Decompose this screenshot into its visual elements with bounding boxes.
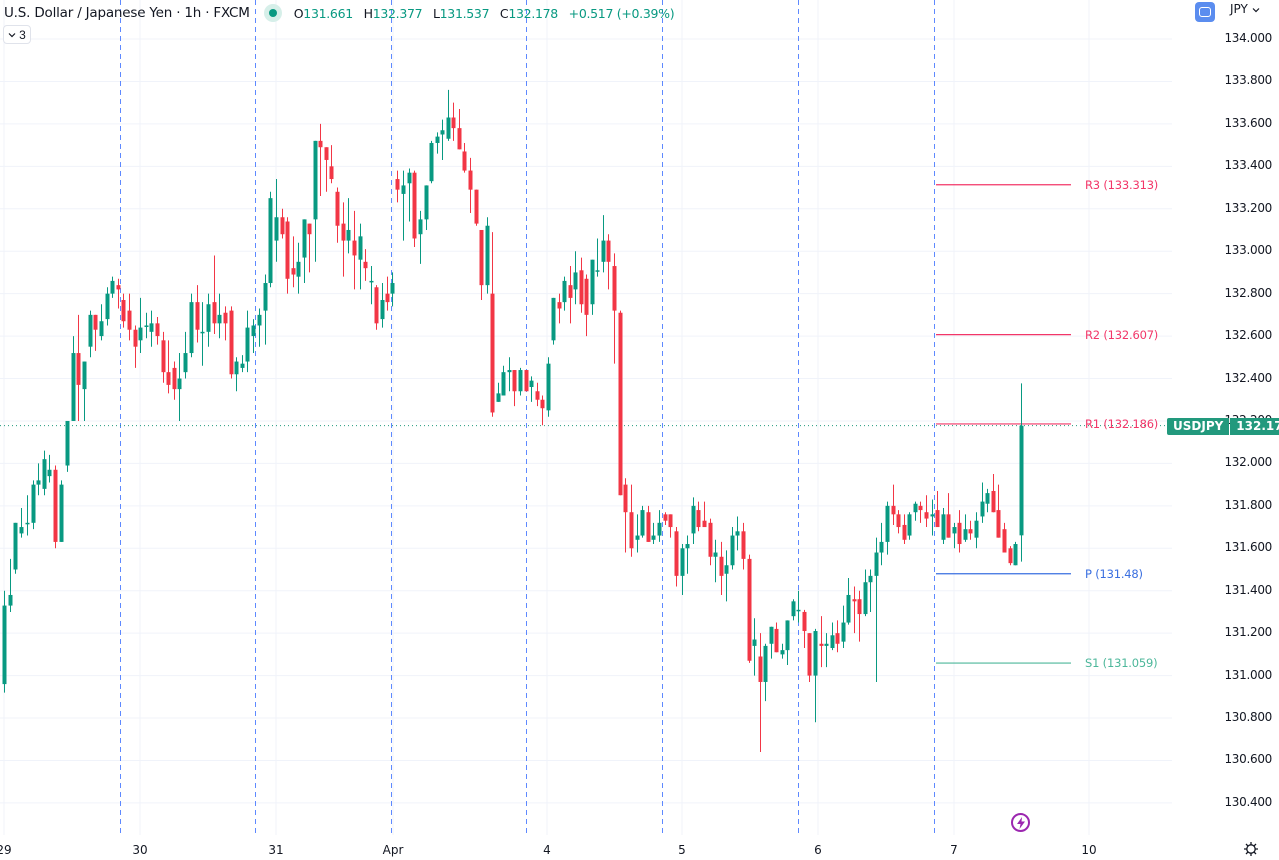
candlestick-series — [2, 89, 1024, 752]
price-tick-label: 130.600 — [1224, 752, 1272, 767]
price-tick-label: 131.000 — [1224, 667, 1272, 682]
price-tick-label: 132.400 — [1224, 370, 1272, 385]
last-price-value: 132.178 — [1230, 418, 1279, 435]
price-tick-label: 131.200 — [1224, 625, 1272, 640]
chevron-down-icon — [1252, 8, 1260, 13]
time-tick-label: 30 — [132, 843, 148, 857]
pivot-label: R1 (132.186) — [1085, 416, 1159, 431]
auto-scale-button[interactable] — [1195, 2, 1215, 22]
time-tick-label: 4 — [543, 843, 551, 857]
lightning-icon[interactable] — [1011, 813, 1030, 832]
open-value: 131.661 — [303, 5, 353, 21]
currency-selector[interactable]: JPY — [1230, 2, 1260, 16]
price-tick-label: 132.600 — [1224, 328, 1272, 343]
pivot-lines — [936, 184, 1071, 664]
pivot-label: S1 (131.059) — [1085, 656, 1158, 671]
high-label: H — [363, 5, 373, 21]
time-tick-label: 31 — [268, 843, 284, 857]
indicator-count: 3 — [19, 27, 26, 42]
price-tick-label: 133.600 — [1224, 115, 1272, 130]
price-tick-label: 133.400 — [1224, 158, 1272, 173]
chevron-down-icon — [8, 32, 16, 37]
gear-icon[interactable] — [1243, 841, 1259, 857]
pivot-label: P (131.48) — [1085, 566, 1143, 581]
price-tick-label: 131.400 — [1224, 582, 1272, 597]
market-status-icon[interactable] — [263, 4, 282, 22]
time-tick-label: 29 — [0, 843, 12, 857]
time-tick-label: 10 — [1081, 843, 1097, 857]
pivot-label: R3 (133.313) — [1085, 177, 1159, 192]
time-tick-label: 7 — [950, 843, 958, 857]
price-tick-label: 130.400 — [1224, 794, 1272, 809]
chart-grid — [0, 0, 1172, 835]
price-tick-label: 133.200 — [1224, 200, 1272, 215]
session-break-lines — [120, 0, 935, 835]
auto-scale-icon — [1199, 7, 1211, 17]
price-tick-label: 134.000 — [1224, 31, 1272, 45]
time-tick-label: 5 — [678, 843, 686, 857]
low-value: 131.537 — [439, 5, 490, 21]
last-price-symbol: USDJPY — [1167, 418, 1230, 435]
price-tick-label: 131.800 — [1224, 497, 1272, 512]
high-value: 132.377 — [372, 5, 423, 21]
price-tick-label: 131.600 — [1224, 540, 1272, 555]
pivot-label: R2 (132.607) — [1085, 327, 1159, 342]
last-price-tag: USDJPY 132.178 — [1167, 418, 1279, 435]
price-tick-label: 133.800 — [1224, 73, 1272, 88]
low-label: L — [432, 5, 440, 21]
open-label: O — [293, 5, 304, 21]
time-tick-label: 6 — [814, 843, 822, 857]
price-tick-label: 130.800 — [1224, 710, 1272, 725]
collapse-indicators-button[interactable]: 3 — [3, 25, 31, 44]
price-tick-label: 132.800 — [1224, 285, 1272, 300]
ohlc-values: O131.661 H132.377 L131.537 C132.178 +0.5… — [294, 6, 682, 21]
price-tick-label: 133.000 — [1224, 243, 1272, 258]
time-tick-label: Apr — [382, 843, 404, 857]
change-value: +0.517 (+0.39%) — [568, 5, 675, 21]
symbol-title[interactable]: U.S. Dollar / Japanese Yen · 1h · FXCM — [4, 5, 250, 21]
close-value: 132.178 — [508, 5, 558, 21]
price-tick-label: 132.000 — [1224, 455, 1272, 470]
symbol-legend[interactable]: U.S. Dollar / Japanese Yen · 1h · FXCM O… — [4, 3, 681, 23]
close-label: C — [499, 5, 509, 21]
currency-label: JPY — [1230, 2, 1248, 16]
